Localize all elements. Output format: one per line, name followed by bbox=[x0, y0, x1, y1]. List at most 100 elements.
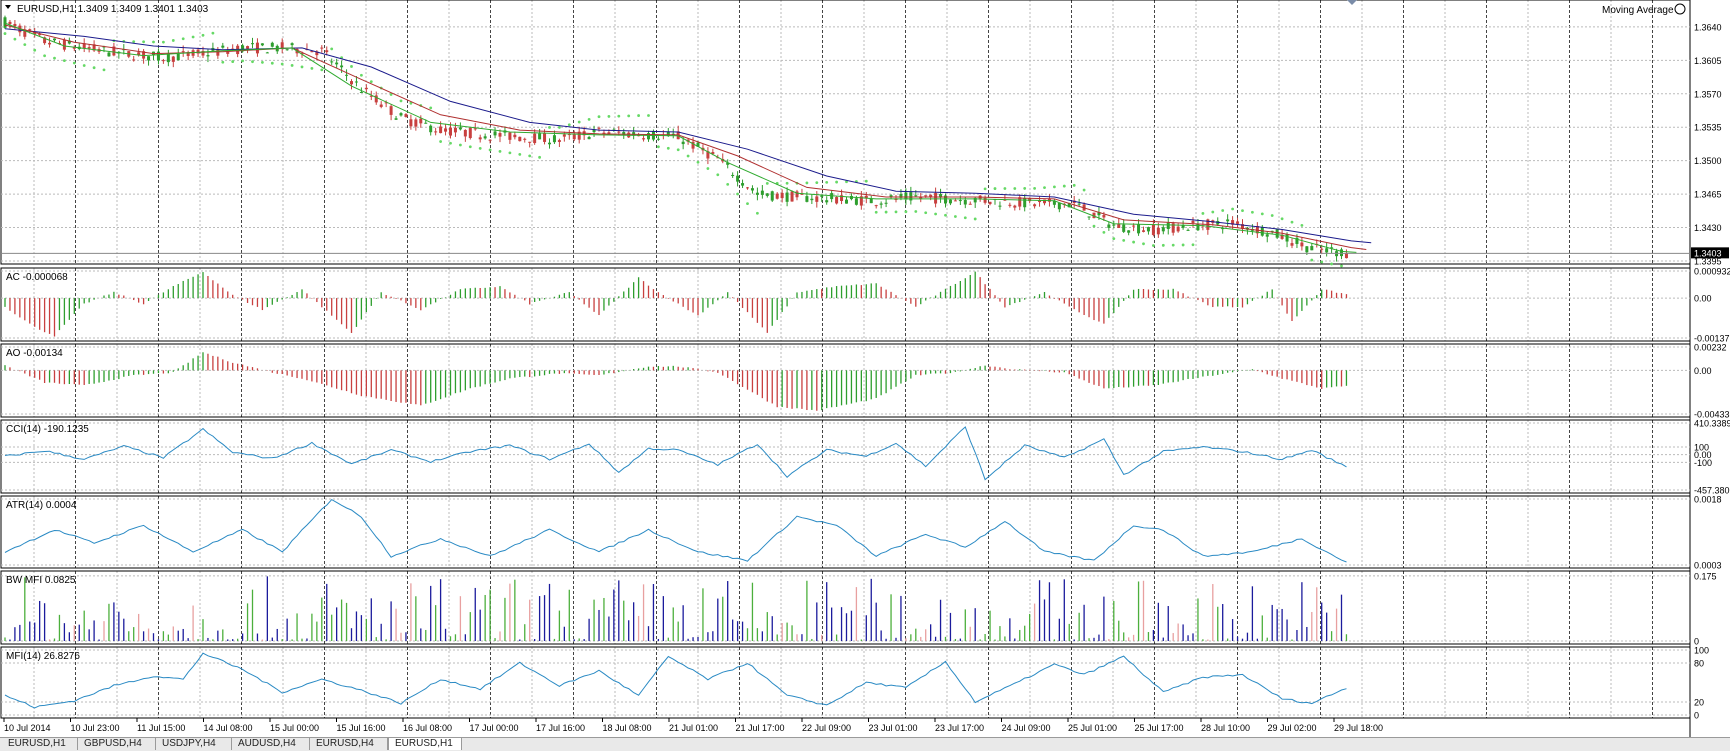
candle-body bbox=[607, 132, 611, 134]
candle-body bbox=[3, 17, 7, 28]
candle-body bbox=[1166, 222, 1170, 229]
price-tick-label: 1.3605 bbox=[1694, 56, 1722, 66]
sar-dot bbox=[300, 65, 304, 69]
candle-body bbox=[379, 104, 383, 107]
candle-body bbox=[1018, 197, 1022, 207]
candle-body bbox=[62, 39, 66, 50]
candle-body bbox=[1038, 200, 1042, 203]
sar-dot bbox=[1003, 187, 1007, 190]
candle-body bbox=[241, 45, 245, 52]
candle-body bbox=[825, 200, 829, 203]
candle-body bbox=[1122, 224, 1126, 232]
sar-dot bbox=[756, 211, 759, 215]
candle-body bbox=[1092, 212, 1096, 219]
sar-dot bbox=[468, 145, 472, 149]
sar-dot bbox=[785, 181, 789, 185]
candle-body bbox=[622, 132, 626, 136]
candle-body bbox=[424, 122, 428, 124]
candle-body bbox=[1236, 221, 1240, 224]
candle-body bbox=[1300, 242, 1304, 247]
shift-marker-icon[interactable] bbox=[1347, 0, 1357, 5]
sar-dot bbox=[3, 32, 7, 35]
candle-body bbox=[557, 140, 561, 142]
candle-body bbox=[1057, 202, 1061, 210]
ao-tick-label: 0.00232 bbox=[1694, 343, 1727, 353]
candle-body bbox=[760, 190, 764, 195]
candle-body bbox=[736, 175, 740, 182]
candle-body bbox=[800, 193, 804, 195]
candle-body bbox=[963, 200, 967, 205]
candle-body bbox=[176, 53, 180, 61]
header-triangle-icon[interactable] bbox=[5, 5, 11, 9]
candle-body bbox=[404, 114, 408, 117]
sar-dot bbox=[657, 145, 660, 149]
candle-body bbox=[38, 34, 42, 36]
candle-body bbox=[1146, 227, 1150, 232]
sar-dot bbox=[449, 141, 452, 145]
sar-dot bbox=[142, 40, 146, 44]
candle-body bbox=[548, 142, 551, 145]
sar-dot bbox=[647, 114, 650, 117]
chart-tab[interactable]: EURUSD,H4 bbox=[310, 738, 388, 750]
candle-body bbox=[1127, 230, 1131, 233]
atr-tick-label: 0.0003 bbox=[1694, 561, 1722, 571]
candle-body bbox=[835, 197, 839, 204]
panel-label: BW MFI 0.0825 bbox=[6, 575, 76, 586]
candle-body bbox=[780, 192, 784, 199]
candle-body bbox=[879, 203, 883, 205]
sar-dot bbox=[231, 60, 235, 63]
cci-tick-label: 100 bbox=[1694, 442, 1709, 452]
indicator-panels: 1.3640 1.3605 1.3570 1.3535 1.3500 1.3465 1.34… bbox=[1, 15, 1730, 733]
candle-body bbox=[988, 201, 992, 205]
chart-tab[interactable]: AUDUSD,H4 bbox=[232, 738, 310, 750]
candle-body bbox=[43, 37, 47, 44]
indicator-settings-icon[interactable] bbox=[1674, 3, 1686, 15]
candle-body bbox=[72, 47, 76, 49]
candle-body bbox=[666, 131, 670, 137]
candle-body bbox=[1330, 247, 1334, 249]
sar-dot bbox=[290, 64, 294, 67]
candle-body bbox=[929, 194, 933, 197]
candle-body bbox=[57, 43, 61, 45]
chart-tab[interactable]: EURUSD,H1 bbox=[388, 738, 462, 750]
chart-tab[interactable]: GBPUSD,H4 bbox=[78, 738, 156, 750]
sar-dot bbox=[538, 155, 541, 159]
time-tick-label: 15 Jul 16:00 bbox=[337, 723, 386, 733]
candle-body bbox=[107, 52, 111, 57]
symbol-tab-bar: EURUSD,H1 GBPUSD,H4 USDJPY,H4 AUDUSD,H4 EURU… bbox=[0, 737, 1730, 751]
sar-dot bbox=[874, 210, 878, 214]
ac-tick-label: 0.000932 bbox=[1694, 266, 1730, 276]
candle-body bbox=[1033, 204, 1037, 207]
candle-body bbox=[681, 141, 685, 145]
candle-body bbox=[483, 136, 487, 139]
chart-tab[interactable]: USDJPY,H4 bbox=[156, 738, 232, 750]
mfi-tick-label: 80 bbox=[1694, 659, 1704, 669]
sar-dot bbox=[637, 114, 640, 117]
ma_mid-line bbox=[4, 24, 1367, 250]
candle-body bbox=[904, 192, 908, 200]
candle-body bbox=[1047, 198, 1051, 202]
candle-body bbox=[147, 56, 151, 61]
chart-header: EURUSD,H1 1.3409 1.3409 1.3401 1.3403 bbox=[17, 4, 209, 15]
candle-body bbox=[1325, 248, 1329, 253]
sar-dot bbox=[310, 67, 314, 70]
candle-body bbox=[1067, 203, 1071, 208]
ac-tick-label: 0.00 bbox=[1694, 294, 1712, 304]
time-tick-label: 14 Jul 08:00 bbox=[204, 723, 253, 733]
time-tick-label: 22 Jul 09:00 bbox=[802, 723, 851, 733]
sar-dot bbox=[558, 126, 561, 129]
sar-dot bbox=[53, 56, 56, 60]
candle-body bbox=[226, 50, 230, 54]
sar-dot bbox=[993, 187, 997, 190]
sar-dot bbox=[1092, 224, 1096, 228]
candle-body bbox=[315, 51, 319, 56]
candle-body bbox=[562, 134, 566, 137]
candle-body bbox=[948, 199, 952, 204]
candle-body bbox=[196, 49, 200, 54]
sar-dot bbox=[102, 68, 106, 72]
candle-body bbox=[1340, 249, 1343, 257]
sar-dot bbox=[765, 181, 769, 185]
chart-tab[interactable]: EURUSD,H1 bbox=[2, 738, 78, 750]
candle-body bbox=[577, 131, 581, 140]
